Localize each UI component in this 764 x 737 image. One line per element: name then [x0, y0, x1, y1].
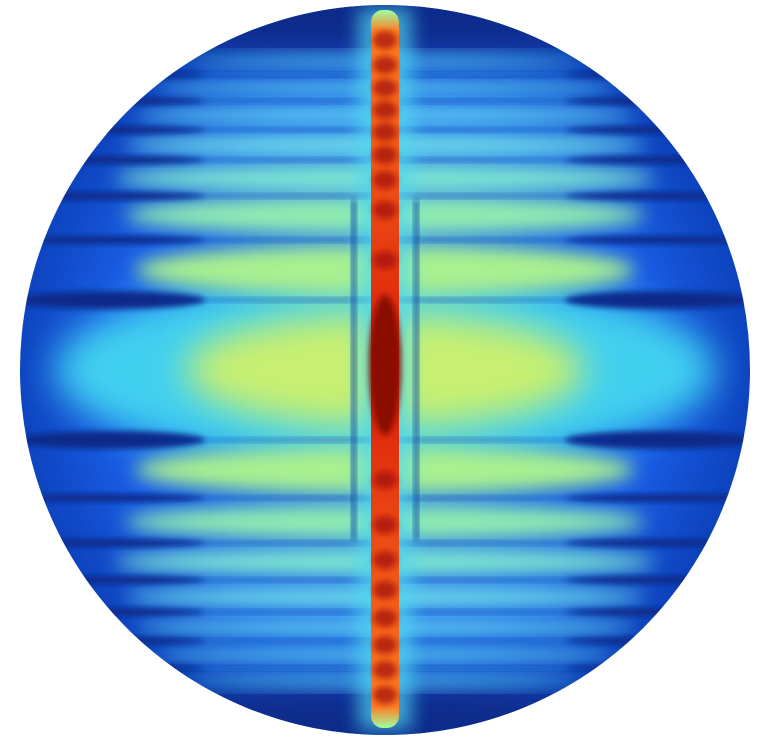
bead	[373, 581, 397, 599]
bead	[373, 56, 397, 74]
bead	[373, 636, 397, 654]
field-visualization	[0, 0, 764, 737]
bead	[373, 516, 397, 534]
bead	[373, 171, 397, 189]
bead	[373, 471, 397, 489]
disk	[0, 0, 764, 737]
bead	[373, 146, 397, 164]
bead	[373, 101, 397, 119]
bead	[373, 79, 397, 97]
page: (() => { const svg = document.getElement…	[0, 0, 764, 737]
bead	[373, 686, 397, 704]
flank-line	[352, 200, 356, 540]
bead	[373, 123, 397, 141]
bead	[373, 661, 397, 679]
bead	[373, 609, 397, 627]
bead	[373, 31, 397, 49]
bead	[373, 251, 397, 269]
bead	[373, 551, 397, 569]
bead	[373, 201, 397, 219]
core	[369, 295, 401, 435]
flank-line	[414, 200, 418, 540]
